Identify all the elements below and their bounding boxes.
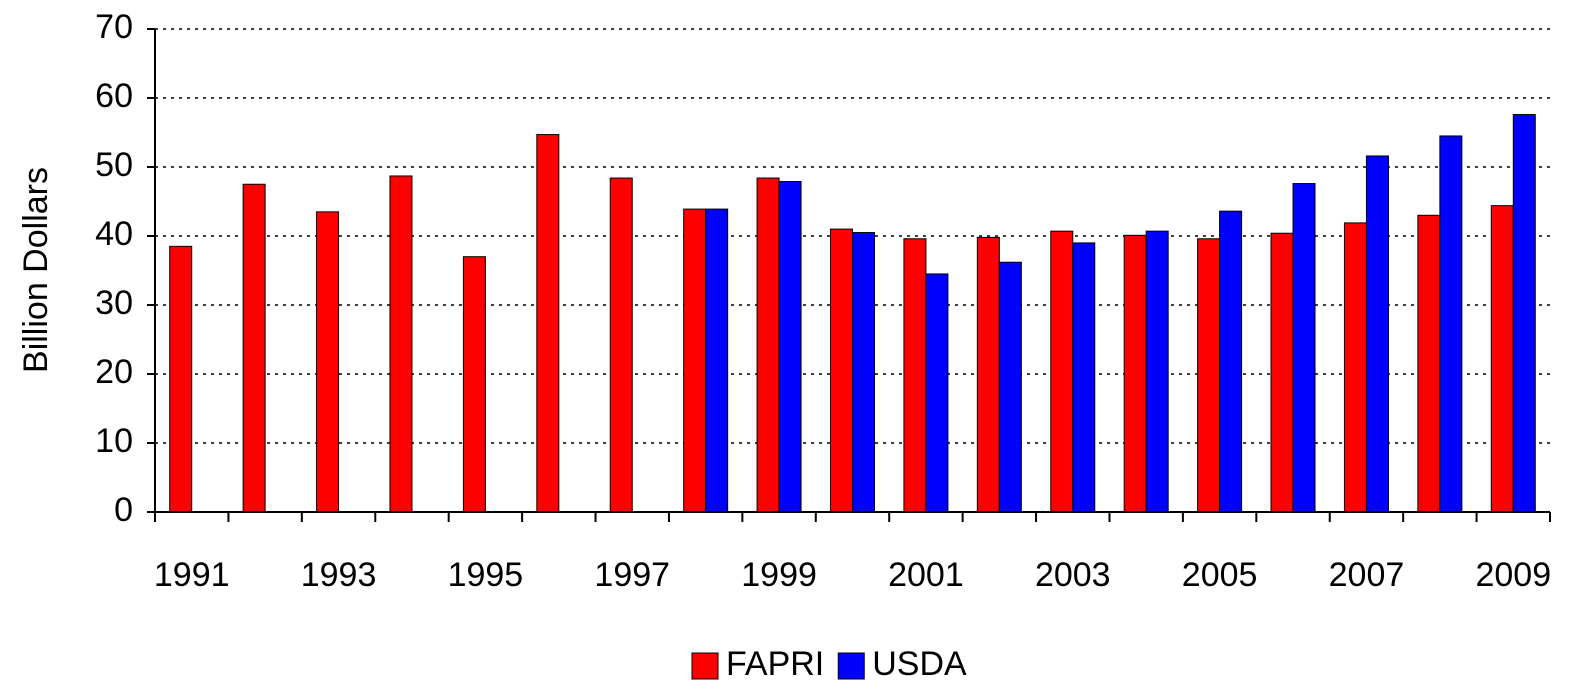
legend-label: USDA	[872, 645, 967, 683]
bar	[169, 245, 193, 513]
bar	[1512, 114, 1536, 513]
y-tick-label: 50	[95, 146, 133, 184]
bar	[756, 177, 780, 513]
bar	[1123, 234, 1147, 513]
bar	[903, 238, 927, 513]
x-tick-label: 2005	[1182, 556, 1258, 594]
x-tick-label: 2001	[888, 556, 964, 594]
x-tick-label: 1991	[154, 556, 230, 594]
bar	[1343, 222, 1367, 513]
bar	[778, 180, 802, 513]
bar	[609, 177, 633, 513]
bar	[1145, 230, 1169, 513]
y-tick-label: 40	[95, 215, 133, 253]
bar	[462, 256, 486, 513]
y-tick-label: 0	[114, 491, 133, 529]
bar	[683, 208, 707, 513]
x-tick-label: 2003	[1035, 556, 1111, 594]
bar	[536, 134, 560, 513]
bar	[1197, 238, 1221, 513]
x-tick-label: 2009	[1475, 556, 1551, 594]
bar	[852, 232, 875, 513]
bar	[925, 273, 949, 513]
x-tick-label: 1995	[448, 556, 524, 594]
legend-label: FAPRI	[726, 645, 824, 683]
bar	[976, 236, 1000, 513]
y-tick-label: 30	[95, 284, 133, 322]
bar	[1270, 232, 1294, 513]
x-tick-label: 1997	[594, 556, 670, 594]
y-tick-label: 20	[95, 353, 133, 391]
bar	[1072, 242, 1096, 513]
legend-swatch	[691, 652, 719, 680]
bar	[830, 228, 853, 513]
x-tick-label: 1999	[741, 556, 817, 594]
bar	[389, 175, 413, 513]
y-tick-label: 70	[95, 8, 133, 46]
bar	[1417, 214, 1441, 513]
y-axis-title: Billion Dollars	[17, 167, 55, 373]
bar	[1439, 135, 1463, 513]
x-tick-label: 1993	[301, 556, 377, 594]
bar	[316, 211, 340, 513]
y-tick-label: 60	[95, 77, 133, 115]
bar	[1219, 210, 1243, 513]
y-tick-label: 10	[95, 422, 133, 460]
x-tick-label: 2007	[1329, 556, 1405, 594]
bar	[1490, 205, 1514, 513]
bar	[998, 261, 1022, 513]
bar	[1292, 183, 1316, 513]
bar	[242, 183, 266, 513]
bar	[705, 208, 729, 513]
legend-swatch	[837, 652, 865, 680]
bar	[1050, 230, 1074, 513]
bar	[1365, 155, 1389, 513]
